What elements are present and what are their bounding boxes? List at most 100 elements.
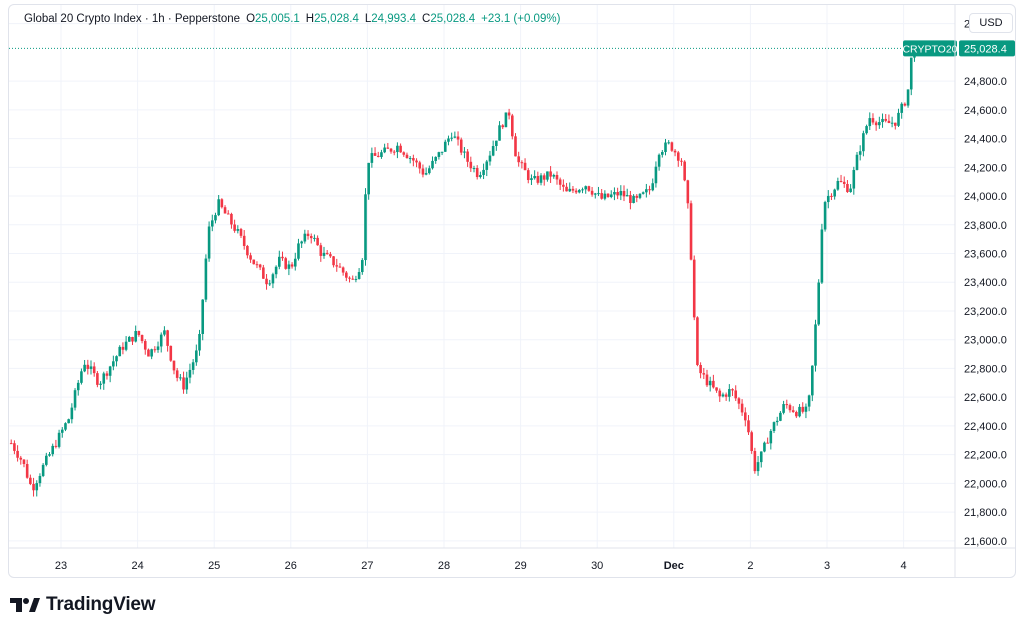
candle xyxy=(533,170,536,180)
candle xyxy=(721,392,725,398)
candle xyxy=(236,225,240,234)
candle xyxy=(396,142,399,159)
candle xyxy=(73,388,77,411)
price-tick-label: 23,400.0 xyxy=(964,277,1007,289)
candle xyxy=(204,254,208,303)
candle-body xyxy=(370,153,374,163)
candle-body xyxy=(25,464,29,478)
tradingview-logo-icon xyxy=(10,598,40,612)
candle xyxy=(552,173,556,179)
candle-body xyxy=(316,237,319,246)
candle xyxy=(45,452,48,467)
candle xyxy=(708,376,712,392)
candle-body xyxy=(868,118,872,127)
candle xyxy=(463,147,466,159)
candle xyxy=(271,272,275,289)
candle-body xyxy=(32,483,35,491)
candle-body xyxy=(60,429,64,433)
candle xyxy=(405,152,409,159)
candle-body xyxy=(865,126,868,134)
candle-body xyxy=(909,57,913,90)
candle xyxy=(523,158,527,171)
candle-body xyxy=(507,112,511,116)
candle-body xyxy=(463,151,466,153)
candle-body xyxy=(271,274,275,284)
tradingview-brand[interactable]: TradingView xyxy=(10,594,156,616)
candle xyxy=(568,182,572,193)
candle xyxy=(491,140,495,157)
candle-body xyxy=(571,188,575,191)
candle-body xyxy=(466,151,469,162)
candle-body xyxy=(721,394,725,397)
price-tick-label: 24,400.0 xyxy=(964,134,1007,146)
candle xyxy=(354,275,358,283)
candle-body xyxy=(153,349,157,351)
candle xyxy=(115,355,118,367)
time-tick-label: 4 xyxy=(901,560,907,572)
time-axis[interactable]: 23 24 25 26 27 28 29 30 Dec 2 3 4 xyxy=(9,547,1015,572)
price-axis[interactable]: 25,200.024,800.024,600.024,400.024,200.0… xyxy=(954,5,1007,577)
candle xyxy=(195,344,198,366)
candle-body xyxy=(112,361,115,367)
candle-body xyxy=(692,259,696,318)
candle-body xyxy=(619,191,623,196)
candle xyxy=(437,151,441,160)
candle xyxy=(814,319,817,372)
candle xyxy=(699,362,702,379)
candle-body xyxy=(309,236,313,239)
candle-body xyxy=(367,162,370,195)
candle-body xyxy=(641,192,645,194)
candle-body xyxy=(546,171,549,180)
candle-body xyxy=(428,168,431,174)
candle-body xyxy=(345,272,348,278)
candle xyxy=(849,184,852,193)
candle-body xyxy=(45,455,48,465)
candle-body xyxy=(759,451,763,463)
candle xyxy=(418,160,422,174)
candle xyxy=(782,400,785,415)
candle-body xyxy=(402,152,406,155)
candle xyxy=(249,252,252,263)
candle-body xyxy=(265,278,268,285)
candle xyxy=(60,427,64,438)
candle-body xyxy=(791,410,795,412)
currency-button[interactable]: USD xyxy=(969,13,1013,33)
candle-body xyxy=(399,145,402,153)
candle-body xyxy=(360,260,364,273)
candle xyxy=(485,159,489,177)
candle-body xyxy=(70,407,74,420)
legend-open-label: O xyxy=(246,13,256,25)
candle xyxy=(332,255,335,268)
candle xyxy=(763,441,766,453)
candles-layer xyxy=(9,48,916,497)
candle xyxy=(207,221,211,262)
candle xyxy=(128,335,131,342)
candle-body xyxy=(38,475,42,484)
candle-body xyxy=(712,380,715,388)
candle-body xyxy=(743,412,747,421)
candle-body xyxy=(517,156,520,163)
candle-body xyxy=(874,122,878,126)
symbol-legend[interactable]: Global 20 Crypto Index · 1h · Pepperston… xyxy=(24,13,560,25)
candle-body xyxy=(887,120,891,124)
candle-body xyxy=(501,125,505,128)
candle-body xyxy=(188,369,192,378)
candle xyxy=(747,415,750,435)
candle-body xyxy=(351,278,355,280)
price-tick-label: 23,800.0 xyxy=(964,220,1007,232)
candle xyxy=(900,102,903,119)
candle-body xyxy=(514,136,517,157)
candle-body xyxy=(268,283,272,285)
candle-body xyxy=(616,192,619,196)
candle xyxy=(772,421,776,434)
candle-body xyxy=(16,450,19,458)
candle xyxy=(86,359,90,375)
candle xyxy=(102,371,106,390)
candle xyxy=(185,371,189,394)
candle xyxy=(300,240,303,248)
candle-body xyxy=(520,162,524,164)
candle xyxy=(402,151,406,157)
candle-body xyxy=(482,169,485,176)
candle-body xyxy=(220,199,224,208)
